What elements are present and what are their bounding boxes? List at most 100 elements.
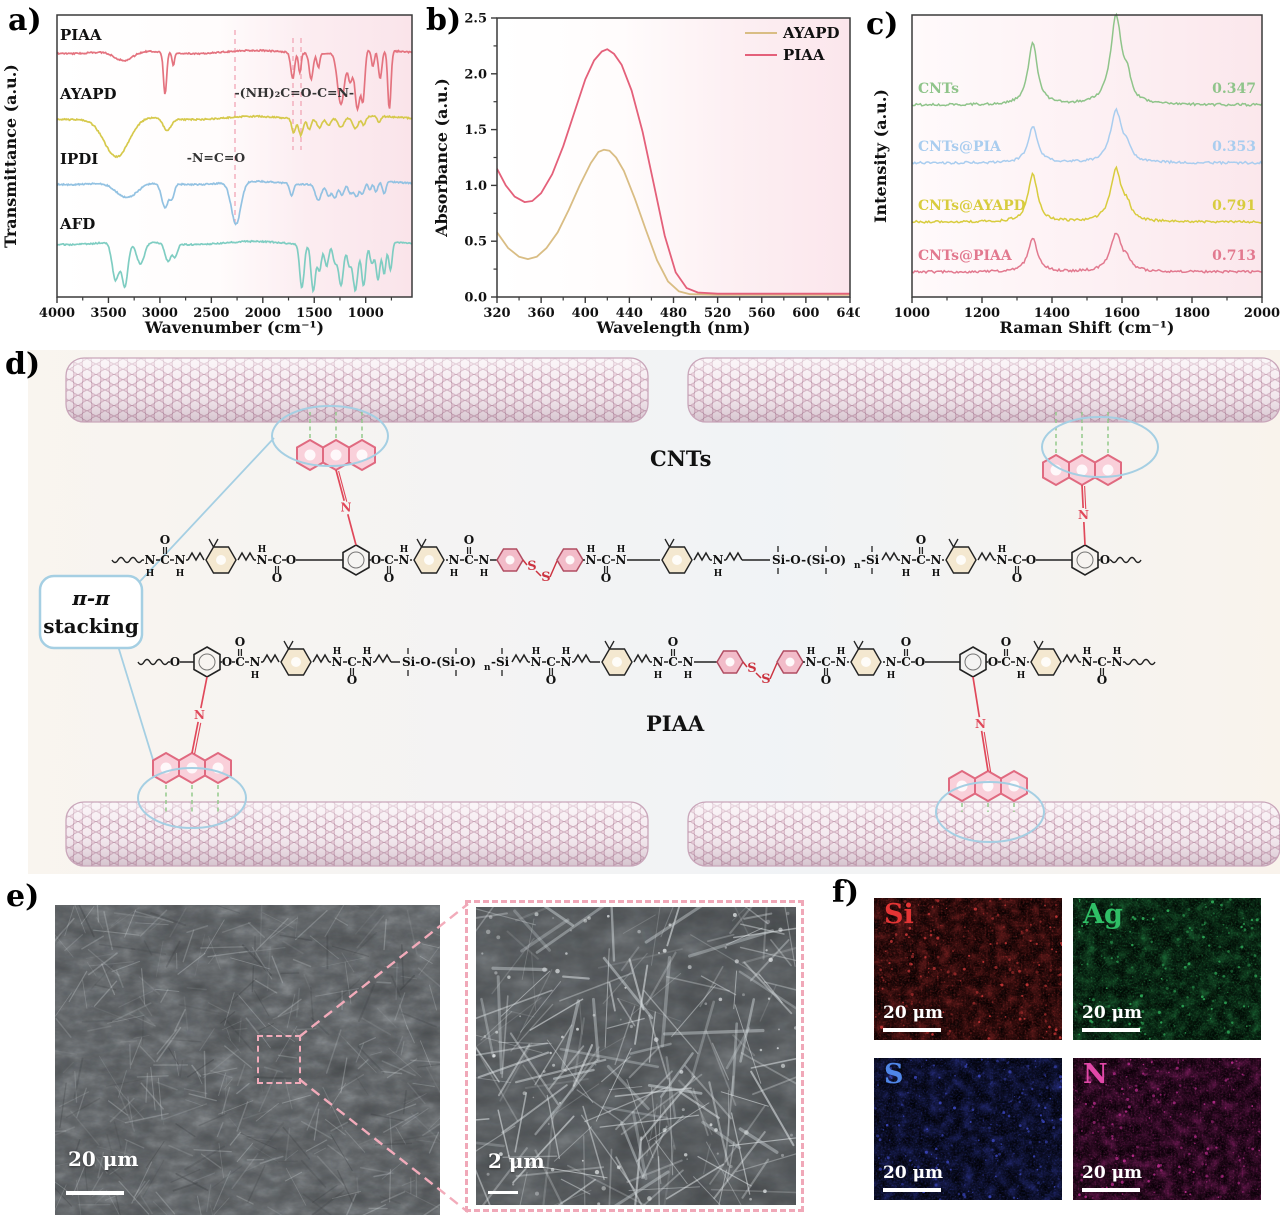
svg-text:H: H <box>258 545 267 555</box>
svg-text:CNTs@PIA: CNTs@PIA <box>918 139 1002 155</box>
svg-text:2000: 2000 <box>1244 306 1280 321</box>
svg-text:C: C <box>1097 655 1107 669</box>
svg-text:O: O <box>347 673 357 687</box>
sem-inset-scale-bar <box>488 1191 518 1194</box>
svg-text:S: S <box>761 672 770 687</box>
svg-text:0.713: 0.713 <box>1212 248 1256 264</box>
svg-text:CNTs: CNTs <box>918 81 959 97</box>
svg-text:-N=C=O: -N=C=O <box>187 150 246 165</box>
svg-text:C: C <box>384 553 394 567</box>
svg-text:O: O <box>170 655 180 669</box>
svg-text:CNTs: CNTs <box>650 446 711 471</box>
svg-text:N: N <box>399 553 410 567</box>
pi-pi-stacking-label: π-π stacking <box>38 574 144 650</box>
svg-text:N: N <box>1112 655 1123 669</box>
svg-text:560: 560 <box>748 306 775 321</box>
svg-text:N: N <box>836 655 847 669</box>
svg-text:C: C <box>1012 553 1022 567</box>
svg-text:Si-O-(Si-O): Si-O-(Si-O) <box>402 655 476 669</box>
svg-text:O: O <box>222 655 232 669</box>
svg-text:3500: 3500 <box>90 306 126 321</box>
svg-text:1800: 1800 <box>1174 306 1210 321</box>
eds-scale-label: 20 μm <box>1082 1003 1143 1023</box>
svg-text:H: H <box>532 647 541 657</box>
svg-text:0.5: 0.5 <box>464 235 487 250</box>
panel-a-ftir-chart: PIAA AYAPD IPDI AFD -(NH)₂C=O -C=N- -N=C=O 4000… <box>1 14 413 337</box>
svg-text:N: N <box>975 717 986 731</box>
eds-scale-bar <box>1082 1028 1140 1032</box>
svg-text:H: H <box>333 647 342 657</box>
svg-text:N: N <box>332 655 343 669</box>
svg-text:H: H <box>1083 647 1092 657</box>
svg-text:N: N <box>362 655 373 669</box>
eds-map-s: S 20 μm <box>874 1058 1062 1200</box>
svg-text:0.791: 0.791 <box>1212 198 1256 214</box>
eds-scale-label: 20 μm <box>883 1003 944 1023</box>
svg-text:N: N <box>479 553 490 567</box>
svg-text:N: N <box>531 655 542 669</box>
panel-b-uvvis-chart: 320 360 400 440 480 520 560 600 640 0.0 0.5 1.0 1.5 2… <box>432 12 860 338</box>
svg-text:H: H <box>450 569 459 579</box>
carbon-nanotube <box>65 801 649 867</box>
svg-text:C: C <box>546 655 556 669</box>
svg-text:H: H <box>251 671 260 681</box>
svg-text:C: C <box>272 553 282 567</box>
svg-text:H: H <box>654 671 663 681</box>
eds-element-label: N <box>1083 1059 1108 1090</box>
svg-text:N: N <box>145 553 156 567</box>
svg-text:C: C <box>160 553 170 567</box>
svg-text:PIAA: PIAA <box>783 46 825 64</box>
svg-text:PIAA: PIAA <box>646 711 705 736</box>
svg-text:Absorbance (a.u.): Absorbance (a.u.) <box>432 78 451 238</box>
svg-text:O: O <box>464 533 474 547</box>
svg-text:H: H <box>176 569 185 579</box>
svg-text:N: N <box>257 553 268 567</box>
panel-letter-e: e) <box>6 879 40 914</box>
svg-text:1600: 1600 <box>1104 306 1140 321</box>
svg-text:Si-O-(Si-O): Si-O-(Si-O) <box>772 553 846 567</box>
svg-text:1000: 1000 <box>894 306 930 321</box>
svg-text:-Si: -Si <box>861 553 880 567</box>
carbon-nanotube <box>687 357 1280 423</box>
svg-text:H: H <box>932 569 941 579</box>
svg-text:-C=N-: -C=N- <box>312 85 354 100</box>
svg-text:O: O <box>384 571 394 585</box>
svg-text:2.5: 2.5 <box>464 12 487 27</box>
sem-inset-scale-label: 2 μm <box>488 1149 545 1173</box>
svg-text:O: O <box>988 655 998 669</box>
sem-main-scale-label: 20 μm <box>68 1147 139 1171</box>
sem-inset-texture <box>476 907 796 1205</box>
svg-text:C: C <box>916 553 926 567</box>
svg-text:H: H <box>617 545 626 555</box>
svg-text:O: O <box>286 553 296 567</box>
svg-text:H: H <box>998 545 1007 555</box>
panel-letter-b: b) <box>426 3 462 38</box>
svg-text:640: 640 <box>836 306 860 321</box>
anthracene-group: N <box>152 676 232 812</box>
svg-text:H: H <box>562 647 571 657</box>
svg-text:S: S <box>747 661 756 676</box>
sem-image-main: 20 μm <box>55 905 440 1215</box>
svg-text:O: O <box>546 673 556 687</box>
svg-text:0.347: 0.347 <box>1212 81 1256 97</box>
svg-text:H: H <box>363 647 372 657</box>
eds-speckle-si <box>874 898 1062 1040</box>
svg-text:520: 520 <box>704 306 731 321</box>
svg-text:AYAPD: AYAPD <box>782 24 840 42</box>
svg-text:H: H <box>807 647 816 657</box>
eds-element-label: Si <box>884 899 914 930</box>
svg-text:CNTs@PIAA: CNTs@PIAA <box>918 248 1013 264</box>
carbon-nanotube <box>687 801 1280 867</box>
svg-text:N: N <box>1082 655 1093 669</box>
svg-text:3000: 3000 <box>142 306 178 321</box>
svg-text:n: n <box>854 561 861 571</box>
svg-text:O: O <box>668 635 678 649</box>
svg-text:O: O <box>901 635 911 649</box>
svg-text:O: O <box>1097 673 1107 687</box>
svg-text:CNTs@AYAPD: CNTs@AYAPD <box>918 198 1026 214</box>
svg-text:N: N <box>449 553 460 567</box>
svg-text:H: H <box>684 671 693 681</box>
svg-text:N: N <box>1078 508 1089 522</box>
